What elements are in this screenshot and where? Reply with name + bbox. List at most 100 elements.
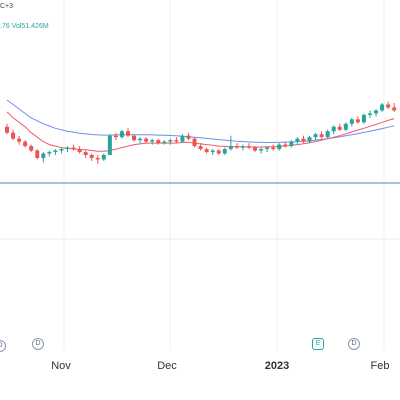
- candle: [325, 129, 330, 139]
- candle-body: [59, 149, 64, 151]
- candle-body: [289, 141, 294, 147]
- x-tick-label: Dec: [157, 360, 177, 372]
- candle-body: [107, 135, 112, 155]
- candle: [180, 134, 185, 144]
- x-tick-label: Nov: [51, 360, 71, 372]
- candle: [138, 137, 143, 144]
- candle: [119, 129, 124, 139]
- candle-body: [89, 154, 94, 158]
- candle: [386, 101, 391, 109]
- candle: [361, 113, 366, 124]
- candle-body: [204, 149, 209, 153]
- candle-body: [240, 146, 245, 148]
- candle-body: [35, 150, 40, 158]
- x-tick-label: Feb: [370, 360, 390, 372]
- candle: [222, 147, 227, 155]
- volume-value: 51.426M: [21, 23, 49, 30]
- x-tick-label: 2023: [264, 360, 290, 372]
- candle-body: [386, 104, 391, 108]
- candle-body: [283, 144, 288, 147]
- candle: [5, 123, 9, 135]
- candle: [295, 137, 300, 145]
- candle: [247, 143, 251, 150]
- candle-body: [186, 135, 191, 139]
- candle-body: [301, 138, 306, 142]
- candle: [240, 144, 245, 151]
- candle: [307, 135, 312, 144]
- candle: [59, 147, 64, 154]
- symbol-suffix: C+3: [0, 3, 14, 10]
- candle: [234, 143, 239, 150]
- candle-body: [144, 138, 149, 142]
- candle-body: [113, 135, 118, 138]
- candle: [174, 137, 179, 144]
- candle: [35, 149, 40, 160]
- candle: [283, 141, 288, 148]
- candle: [29, 144, 34, 153]
- candle-body: [216, 150, 221, 154]
- candle: [41, 152, 46, 163]
- candle-body: [374, 110, 379, 114]
- candle: [192, 137, 197, 148]
- candle-body: [295, 138, 300, 142]
- candle-body: [355, 119, 360, 123]
- candle: [368, 110, 372, 118]
- candle-body: [325, 131, 330, 138]
- candle: [349, 117, 354, 127]
- candle-body: [271, 147, 276, 150]
- candle-body: [126, 131, 130, 136]
- candle-body: [156, 140, 161, 144]
- candle-body: [331, 126, 336, 132]
- candle-body: [11, 132, 16, 139]
- candle: [77, 146, 82, 154]
- candle: [144, 137, 149, 144]
- candle-body: [83, 152, 88, 155]
- candle-body: [71, 147, 76, 150]
- candle: [319, 131, 324, 139]
- candle-body: [95, 157, 100, 160]
- candle-body: [29, 146, 34, 151]
- candle-body: [307, 137, 312, 142]
- candle-body: [65, 147, 70, 150]
- value-fragment: .76: [0, 23, 10, 30]
- candle: [162, 140, 167, 145]
- candle-body: [313, 134, 318, 138]
- candle-body: [265, 147, 270, 150]
- candle-body: [174, 140, 179, 142]
- volume-label: Vol: [11, 23, 22, 30]
- candle-body: [101, 154, 106, 160]
- earnings-event-marker[interactable]: E: [312, 338, 324, 350]
- candle-body: [234, 146, 239, 148]
- candle: [343, 122, 348, 132]
- ohlc-legend: .76 Vol51.426M: [0, 23, 49, 30]
- candle: [253, 146, 258, 153]
- candle: [47, 150, 52, 157]
- candle: [271, 144, 276, 151]
- candle: [392, 103, 397, 112]
- candle: [53, 149, 58, 155]
- candle: [198, 143, 203, 151]
- dividend-event-marker[interactable]: D: [32, 338, 44, 350]
- candle: [355, 116, 360, 124]
- candlestick-series: [5, 101, 397, 164]
- candle: [186, 132, 191, 141]
- candle: [71, 144, 76, 151]
- candle-body: [361, 114, 366, 123]
- candle-body: [168, 140, 173, 142]
- candle: [107, 134, 112, 155]
- dividend-event-marker[interactable]: D: [348, 338, 360, 350]
- candle-body: [277, 144, 282, 150]
- candle: [126, 128, 130, 138]
- candle-body: [337, 126, 342, 130]
- candle: [17, 135, 22, 145]
- candle: [259, 147, 264, 154]
- candle: [380, 103, 385, 112]
- candle-body: [349, 119, 354, 124]
- candle: [23, 140, 28, 148]
- candle: [95, 154, 100, 164]
- candle: [374, 108, 379, 117]
- candle: [210, 149, 215, 155]
- candle: [204, 147, 209, 154]
- candle: [132, 134, 137, 142]
